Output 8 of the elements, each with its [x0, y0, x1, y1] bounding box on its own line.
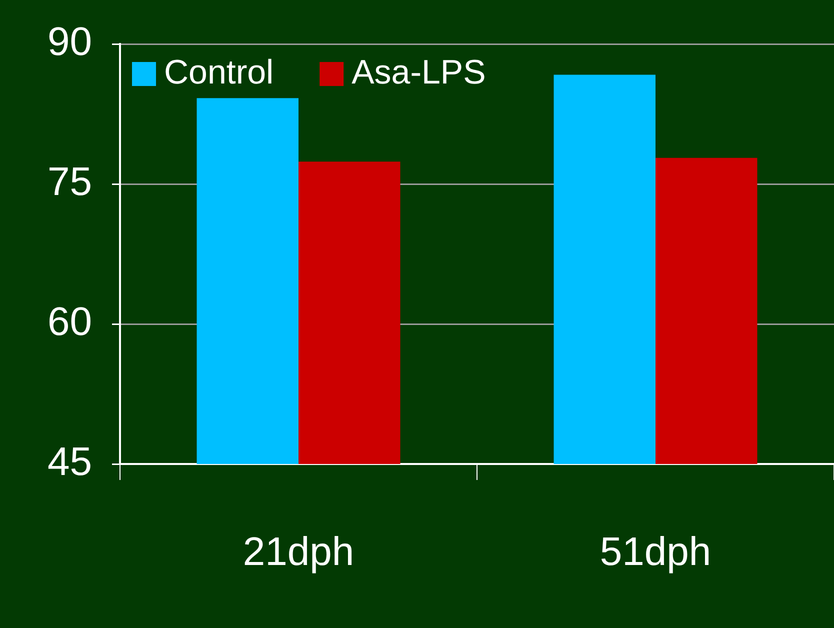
y-tick-label: 60 — [48, 300, 92, 344]
y-tick-label: 75 — [48, 160, 92, 204]
y-tick-label: 90 — [48, 20, 92, 64]
legend-label: Control — [164, 53, 274, 92]
legend-label: Asa-LPS — [352, 53, 486, 92]
y-tick-label: 45 — [48, 440, 92, 484]
x-tick-label: 21dph — [242, 530, 354, 574]
x-tick-label: 51dph — [600, 530, 712, 574]
